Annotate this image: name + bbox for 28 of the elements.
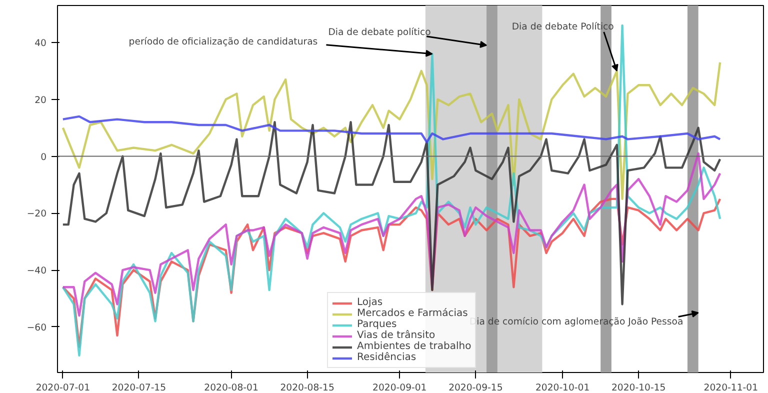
legend-label: Lojas <box>357 297 383 308</box>
y-tick-label: 20 <box>34 94 47 106</box>
x-tick-label: 2020-07-01 <box>36 382 90 393</box>
x-tick-label: 2020-10-15 <box>611 382 666 393</box>
legend-label: Vias de trânsito <box>357 330 436 341</box>
line-series <box>62 152 722 317</box>
legend-label: Ambientes de trabalho <box>357 341 472 352</box>
x-tick-label: 2020-10-01 <box>535 382 590 393</box>
line-series <box>62 121 722 306</box>
y-tick-label: 40 <box>34 38 47 49</box>
y-tick-label: −40 <box>26 266 47 277</box>
y-tick-label: −20 <box>26 208 47 220</box>
x-tick-label: 2020-08-15 <box>280 382 334 393</box>
line-series <box>62 115 722 144</box>
legend-label: Residências <box>357 352 416 363</box>
x-tick-label: 2020-09-15 <box>448 382 503 393</box>
annotation: período de oficialização de candidaturas <box>128 36 318 48</box>
x-tick-label: 2020-09-01 <box>372 382 427 393</box>
x-tick-label: 2020-07-15 <box>112 382 166 393</box>
annotation: Dia de debate político <box>328 26 432 38</box>
y-tick-label: 0 <box>40 152 47 163</box>
y-tick-label: −60 <box>26 322 47 334</box>
x-tick-label: 2020-11-01 <box>704 382 758 393</box>
legend-label: Mercados e Farmácias <box>357 308 468 319</box>
legend-label: Parques <box>357 319 397 330</box>
line-series <box>62 61 722 200</box>
annotation: Dia de debate Político <box>512 21 614 32</box>
x-tick-label: 2020-08-01 <box>204 382 258 393</box>
